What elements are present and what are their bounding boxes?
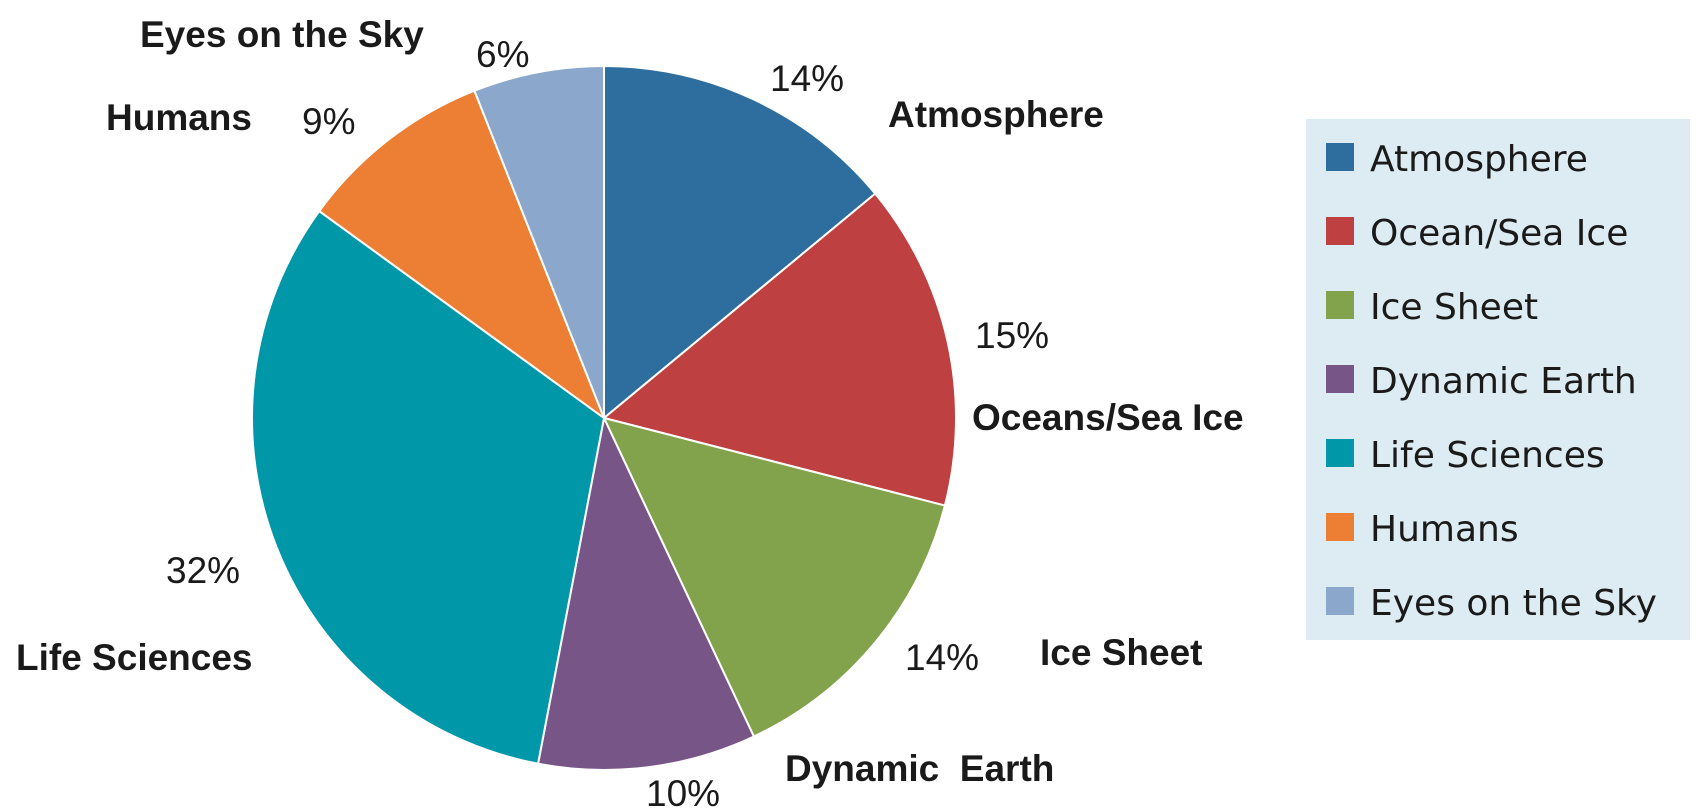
slice-label-humans: Humans bbox=[106, 97, 252, 138]
pie-slice-ice-sheet bbox=[602, 416, 947, 738]
slice-label-atmosphere: Atmosphere bbox=[888, 94, 1104, 135]
value-label-dynamic-earth: 10% bbox=[646, 773, 720, 811]
value-label-ice-sheet: 14% bbox=[905, 637, 979, 678]
value-label-life-sciences: 32% bbox=[166, 550, 240, 591]
legend-swatch-atmosphere bbox=[1326, 143, 1354, 171]
legend-swatch-dynamic-earth bbox=[1326, 365, 1354, 393]
slice-label-life-sciences: Life Sciences bbox=[16, 637, 253, 678]
legend-item-atmosphere: Atmosphere bbox=[1370, 139, 1588, 180]
legend-item-eyes-on-the-sky: Eyes on the Sky bbox=[1370, 583, 1657, 624]
legend-item-humans: Humans bbox=[1370, 509, 1519, 550]
legend-swatch-life-sciences bbox=[1326, 439, 1354, 467]
pie-slice-atmosphere bbox=[603, 64, 877, 421]
pie-slice-dynamic-earth bbox=[536, 414, 756, 771]
legend-item-ocean-sea-ice: Ocean/Sea Ice bbox=[1370, 213, 1628, 254]
legend-swatch-ocean-sea-ice bbox=[1326, 217, 1354, 245]
slice-label-dynamic-earth: Dynamic Earth bbox=[785, 748, 1054, 789]
value-label-humans: 9% bbox=[302, 101, 355, 142]
value-label-atmosphere: 14% bbox=[770, 58, 844, 99]
legend-swatch-ice-sheet bbox=[1326, 291, 1354, 319]
value-label-oceans-sea-ice: 15% bbox=[975, 315, 1049, 356]
legend-item-life-sciences: Life Sciences bbox=[1370, 435, 1605, 476]
pie-slice-ocean-sea-ice bbox=[601, 192, 957, 507]
legend-background bbox=[1306, 119, 1690, 640]
pie-slices bbox=[251, 64, 957, 771]
pie-slice-life-sciences bbox=[251, 209, 606, 765]
pie-slice-humans bbox=[317, 89, 607, 421]
legend-item-ice-sheet: Ice Sheet bbox=[1370, 287, 1538, 328]
legend-item-dynamic-earth: Dynamic Earth bbox=[1370, 361, 1637, 402]
slice-label-oceans-sea-ice: Oceans/Sea Ice bbox=[972, 397, 1244, 438]
legend: Atmosphere Ocean/Sea Ice Ice Sheet Dynam… bbox=[1306, 119, 1690, 640]
slice-label-ice-sheet: Ice Sheet bbox=[1040, 632, 1202, 673]
value-label-eyes-on-the-sky: 6% bbox=[476, 34, 529, 75]
slice-label-eyes-on-the-sky: Eyes on the Sky bbox=[140, 14, 424, 55]
legend-swatch-humans bbox=[1326, 513, 1354, 541]
pie-slice-eyes-on-the-sky bbox=[473, 64, 605, 419]
legend-swatch-eyes-on-the-sky bbox=[1326, 587, 1354, 615]
